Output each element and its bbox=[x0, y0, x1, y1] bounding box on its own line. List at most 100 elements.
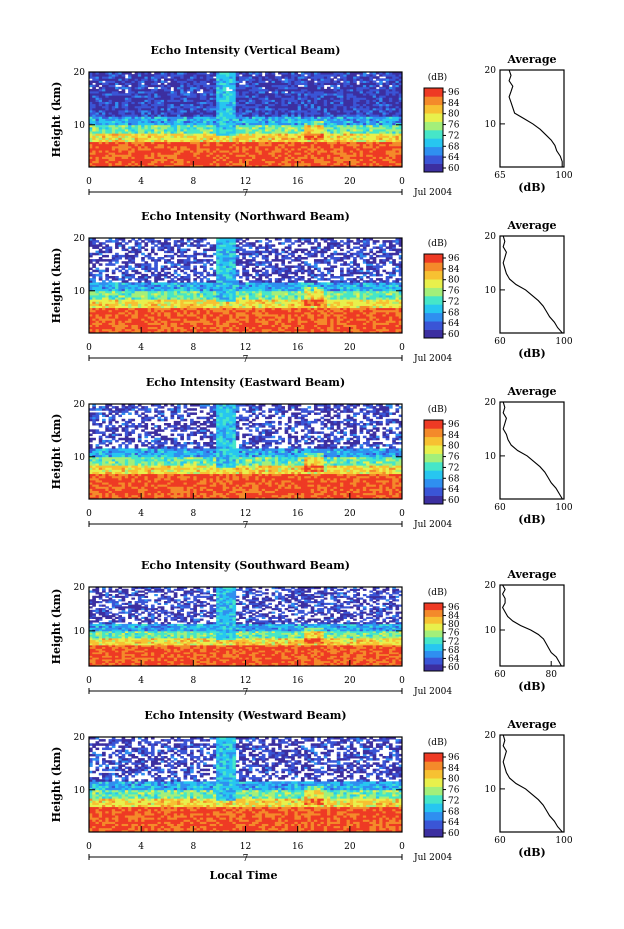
heatmap-cell bbox=[121, 133, 126, 136]
heatmap-cell bbox=[92, 114, 96, 117]
heatmap-cell bbox=[294, 131, 299, 134]
heatmap-cell bbox=[222, 164, 227, 168]
heatmap-cell bbox=[317, 118, 321, 121]
heatmap-cell bbox=[193, 131, 197, 134]
heatmap-cell bbox=[134, 116, 139, 119]
heatmap-cell bbox=[186, 137, 191, 140]
heatmap-cell bbox=[167, 118, 171, 121]
heatmap-cell bbox=[271, 139, 276, 143]
heatmap-cell bbox=[274, 137, 279, 140]
heatmap-cell bbox=[150, 148, 155, 151]
heatmap-cell bbox=[111, 126, 116, 130]
heatmap-cell bbox=[134, 133, 139, 136]
heatmap-cell bbox=[271, 114, 276, 117]
heatmap-cell bbox=[196, 156, 201, 159]
heatmap-cell bbox=[245, 150, 250, 153]
heatmap-cell bbox=[343, 133, 347, 136]
heatmap-cell bbox=[154, 126, 158, 130]
heatmap-cell bbox=[375, 118, 380, 121]
heatmap-cell bbox=[304, 152, 308, 155]
heatmap-cell bbox=[186, 160, 191, 164]
heatmap-cell bbox=[245, 152, 250, 155]
heatmap-cell bbox=[229, 116, 233, 119]
heatmap-cell bbox=[160, 133, 165, 136]
heatmap-cell bbox=[278, 118, 282, 121]
heatmap-cell bbox=[313, 126, 318, 130]
heatmap-cell bbox=[242, 145, 246, 149]
heatmap-cell bbox=[238, 131, 243, 134]
heatmap-cell bbox=[196, 137, 201, 140]
heatmap-cell bbox=[232, 156, 237, 159]
heatmap-cell bbox=[92, 135, 96, 138]
heatmap-cell bbox=[121, 162, 126, 166]
heatmap-cell bbox=[111, 148, 116, 151]
heatmap-cell bbox=[193, 156, 197, 159]
heatmap-cell bbox=[287, 160, 292, 164]
heatmap-cell bbox=[395, 164, 400, 168]
heatmap-cell bbox=[206, 74, 211, 77]
heatmap-cell bbox=[388, 148, 393, 151]
heatmap-cell bbox=[388, 160, 393, 164]
heatmap-cell bbox=[287, 141, 292, 145]
heatmap-cell bbox=[212, 156, 217, 159]
heatmap-cell bbox=[382, 156, 387, 159]
heatmap-cell bbox=[157, 116, 162, 119]
heatmap-cell bbox=[229, 145, 233, 149]
heatmap-cell bbox=[160, 129, 165, 132]
heatmap-cell bbox=[281, 110, 286, 113]
heatmap-cell bbox=[232, 122, 237, 126]
heatmap-cell bbox=[395, 148, 400, 151]
heatmap-cell bbox=[274, 139, 279, 143]
heatmap-cell bbox=[258, 133, 263, 136]
heatmap-cell bbox=[190, 120, 194, 124]
heatmap-cell bbox=[359, 122, 364, 126]
heatmap-cell bbox=[304, 114, 308, 117]
heatmap-cell bbox=[323, 148, 328, 151]
heatmap-cell bbox=[167, 164, 171, 168]
heatmap-cell bbox=[186, 148, 191, 151]
heatmap-cell bbox=[366, 74, 370, 77]
heatmap-cell bbox=[235, 126, 240, 130]
heatmap-cell bbox=[95, 118, 100, 121]
heatmap-cell bbox=[313, 137, 318, 140]
heatmap-cell bbox=[330, 158, 334, 162]
heatmap-cell bbox=[115, 129, 119, 132]
heatmap-cell bbox=[310, 131, 315, 134]
heatmap-cell bbox=[193, 141, 197, 145]
heatmap-cell bbox=[141, 145, 145, 149]
heatmap-cell bbox=[232, 114, 237, 117]
heatmap-cell bbox=[297, 114, 302, 117]
heatmap-cell bbox=[366, 112, 370, 115]
heatmap-cell bbox=[95, 135, 100, 138]
heatmap-cell bbox=[356, 84, 361, 88]
heatmap-cell bbox=[89, 156, 93, 159]
heatmap-cell bbox=[160, 116, 165, 119]
heatmap-cell bbox=[271, 162, 276, 166]
heatmap-cell bbox=[183, 133, 188, 136]
heatmap-cell bbox=[281, 160, 286, 164]
heatmap-cell bbox=[304, 118, 308, 121]
heatmap-cell bbox=[242, 110, 246, 113]
heatmap-cell bbox=[297, 133, 302, 136]
heatmap-cell bbox=[379, 162, 383, 166]
heatmap-cell bbox=[222, 110, 227, 113]
heatmap-cell bbox=[167, 107, 171, 111]
heatmap-cell bbox=[265, 129, 269, 132]
heatmap-cell bbox=[274, 120, 279, 124]
heatmap-cell bbox=[216, 124, 220, 128]
heatmap-cell bbox=[310, 150, 315, 153]
heatmap-cell bbox=[330, 143, 334, 147]
heatmap-cell bbox=[375, 141, 380, 145]
heatmap-cell bbox=[141, 162, 145, 166]
heatmap-cell bbox=[229, 137, 233, 140]
heatmap-cell bbox=[173, 116, 178, 119]
heatmap-cell bbox=[199, 116, 204, 119]
heatmap-cell bbox=[167, 135, 171, 138]
heatmap-cell bbox=[203, 126, 207, 130]
heatmap-cell bbox=[395, 135, 400, 138]
heatmap-cell bbox=[131, 120, 136, 124]
heatmap-cell bbox=[343, 154, 347, 157]
heatmap-cell bbox=[343, 139, 347, 143]
heatmap-cell bbox=[219, 150, 224, 153]
heatmap-cell bbox=[160, 124, 165, 128]
